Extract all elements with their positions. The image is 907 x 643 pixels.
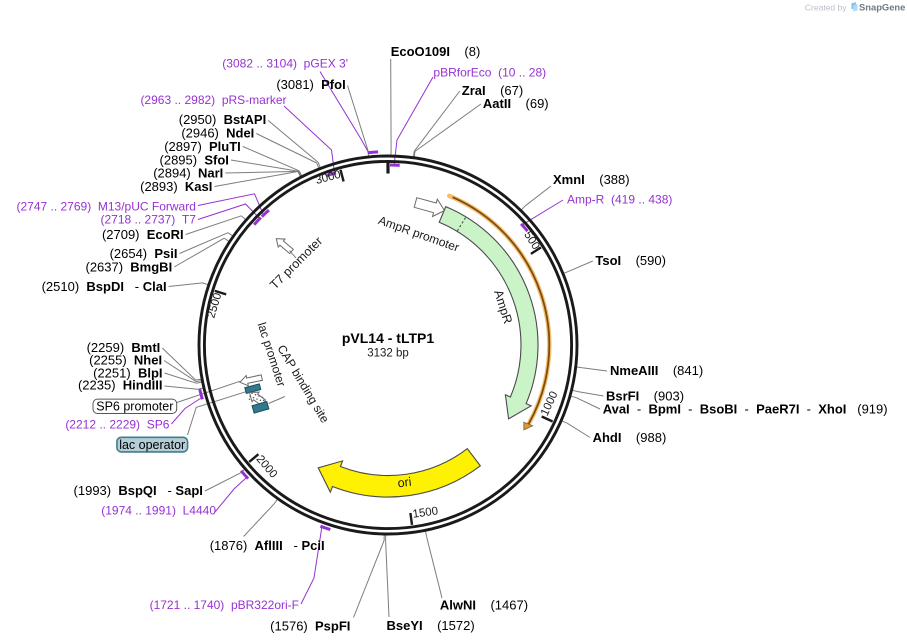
svg-text:(2251) BlpI: (2251) BlpI — [93, 365, 162, 380]
svg-text:(2718 .. 2737) T7: (2718 .. 2737) T7 — [101, 213, 197, 227]
svg-text:(2950) BstAPI: (2950) BstAPI — [179, 112, 266, 127]
svg-text:1500: 1500 — [412, 505, 439, 520]
svg-text:(1876) AflIII - PciI: (1876) AflIII - PciI — [210, 538, 325, 553]
svg-text:(2963 .. 2982) pRS-marker: (2963 .. 2982) pRS-marker — [140, 93, 286, 107]
svg-text:(2897) PluTI: (2897) PluTI — [164, 139, 241, 154]
svg-text:(1974 .. 1991) L4440: (1974 .. 1991) L4440 — [101, 504, 216, 518]
svg-text:pVL14 - tLTP1: pVL14 - tLTP1 — [342, 330, 435, 346]
svg-text:NmeAIII (841): NmeAIII (841) — [610, 363, 703, 378]
svg-text:3132 bp: 3132 bp — [367, 348, 409, 360]
svg-text:(1721 .. 1740) pBR322ori-F: (1721 .. 1740) pBR322ori-F — [150, 598, 299, 612]
svg-text:(2259) BmtI: (2259) BmtI — [87, 340, 161, 355]
svg-text:XmnI (388): XmnI (388) — [553, 172, 630, 187]
svg-text:AlwNI (1467): AlwNI (1467) — [440, 598, 528, 613]
svg-text:(2946) NdeI: (2946) NdeI — [181, 126, 254, 141]
svg-text:(3081) PfoI: (3081) PfoI — [276, 77, 345, 92]
svg-text:(2235) HindIII: (2235) HindIII — [78, 378, 163, 393]
svg-text:(2212 .. 2229) SP6: (2212 .. 2229) SP6 — [65, 417, 169, 431]
svg-text:BseYI (1572): BseYI (1572) — [387, 618, 475, 633]
svg-text:(1993) BspQI - SapI: (1993) BspQI - SapI — [74, 483, 203, 498]
svg-text:pBRforEco (10 .. 28): pBRforEco (10 .. 28) — [433, 66, 546, 80]
svg-text:(2709) EcoRI: (2709) EcoRI — [102, 227, 184, 242]
svg-text:TsoI (590): TsoI (590) — [595, 253, 666, 268]
svg-text:(1576) PspFI: (1576) PspFI — [270, 619, 350, 634]
svg-text:Created by: Created by — [805, 3, 847, 13]
svg-text:(2895) SfoI: (2895) SfoI — [160, 152, 229, 167]
svg-text:SnapGene: SnapGene — [859, 2, 905, 13]
svg-text:(2893) KasI: (2893) KasI — [140, 179, 212, 194]
svg-text:(3082 .. 3104) pGEX 3': (3082 .. 3104) pGEX 3' — [222, 57, 348, 71]
svg-text:AatII (69): AatII (69) — [483, 96, 549, 111]
svg-text:(2894) NarI: (2894) NarI — [153, 166, 223, 181]
svg-text:ori: ori — [397, 475, 413, 491]
svg-text:Amp-R (419 .. 438): Amp-R (419 .. 438) — [567, 193, 672, 207]
svg-text:(2510) BspDI - ClaI: (2510) BspDI - ClaI — [42, 279, 167, 294]
svg-text:(2747 .. 2769) M13/pUC Forwar: (2747 .. 2769) M13/pUC Forward — [16, 200, 195, 214]
svg-text:AhdI (988): AhdI (988) — [593, 430, 667, 445]
svg-text:(2637) BmgBI: (2637) BmgBI — [85, 260, 172, 275]
svg-text:BsrFI (903): BsrFI (903) — [606, 389, 684, 404]
svg-text:EcoO109I (8): EcoO109I (8) — [391, 44, 481, 59]
svg-text:SP6 promoter: SP6 promoter — [96, 400, 173, 414]
svg-text:(2654) PsiI: (2654) PsiI — [110, 246, 178, 261]
svg-text:AvaI - BpmI - BsoBI - Pa: AvaI - BpmI - BsoBI - PaeR7I - XhoI (919… — [603, 402, 888, 417]
svg-text:lac operator: lac operator — [119, 438, 185, 452]
svg-text:(2255) NheI: (2255) NheI — [89, 353, 162, 368]
svg-text:ZraI (67): ZraI (67) — [462, 83, 523, 98]
